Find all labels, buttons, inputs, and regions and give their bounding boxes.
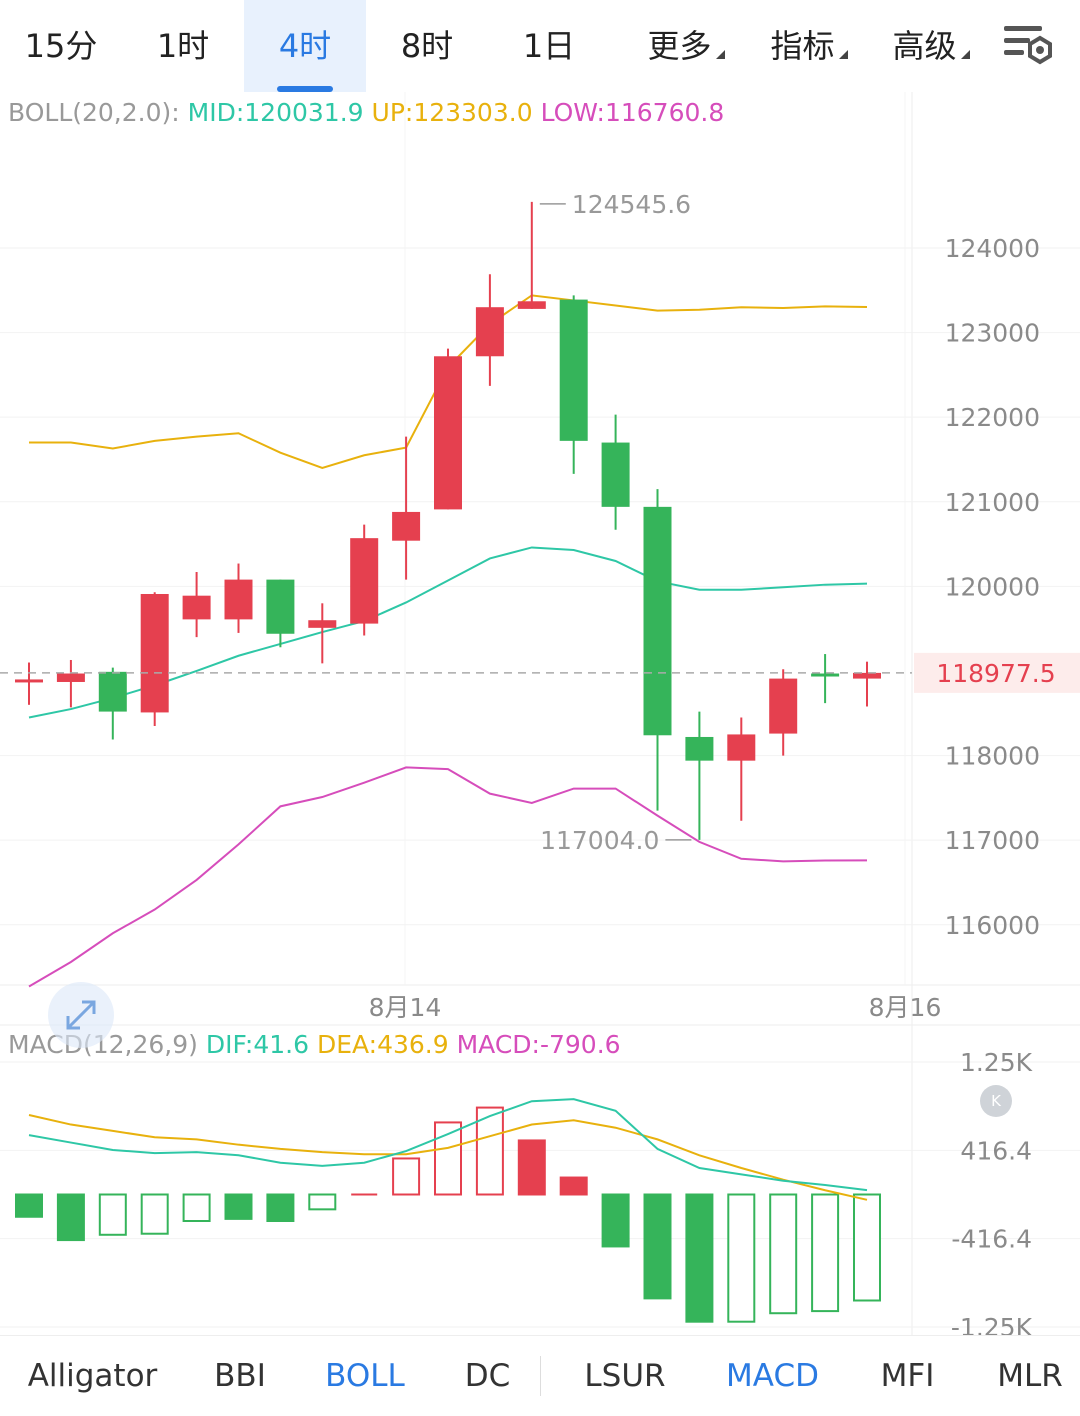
macd-bar — [266, 1193, 295, 1222]
macd-bar — [727, 1193, 756, 1323]
boll-mid: MID:120031.9 — [187, 98, 364, 127]
chart-area[interactable]: 124000 123000 122000 121000 120000 118000 1170… — [0, 92, 1080, 1342]
boll-name: BOLL(20,2.0): — [8, 98, 180, 127]
candle-body — [853, 672, 881, 679]
macd-dif: DIF:41.6 — [205, 1030, 309, 1059]
macd-tick-label: -416.4 — [951, 1225, 1032, 1254]
indicator-mfi[interactable]: MFI — [880, 1358, 935, 1394]
candle-body — [727, 734, 756, 761]
candle-body — [350, 538, 379, 624]
macd-bar — [392, 1157, 421, 1196]
price-chart[interactable]: 124000 123000 122000 121000 120000 118000 1170… — [0, 92, 1080, 1342]
expand-button[interactable] — [48, 982, 114, 1048]
indicator-separator — [540, 1356, 541, 1396]
tab-1d[interactable]: 1日 — [522, 27, 576, 65]
date-tick-label: 8月14 — [369, 993, 442, 1022]
macd-bar — [224, 1193, 253, 1220]
candle-body — [601, 442, 630, 507]
macd-dif-line — [28, 1098, 868, 1192]
chart-settings-icon — [1004, 26, 1052, 65]
timeframe-bar: 15分 1时 4时 8时 1日 更多 指标 高级 — [0, 0, 1080, 92]
chart-settings-button[interactable] — [1000, 20, 1056, 70]
macd-bar — [685, 1193, 714, 1323]
tab-15m[interactable]: 15分 — [24, 27, 98, 65]
candle-body — [434, 356, 462, 510]
price-tick-label: 118000 — [945, 742, 1040, 771]
boll-up: UP:123303.0 — [371, 98, 533, 127]
boll-low: LOW:116760.8 — [540, 98, 725, 127]
candle-body — [475, 307, 504, 357]
macd-bar — [98, 1193, 127, 1236]
candle-body — [685, 736, 714, 761]
indicator-mlr[interactable]: MLR — [997, 1358, 1063, 1394]
macd-bar — [56, 1193, 85, 1242]
macd-tick-label: 1.25K — [960, 1048, 1033, 1077]
candle-body — [559, 299, 588, 441]
indicator-bbi[interactable]: BBI — [214, 1358, 266, 1394]
expand-arrows-icon — [66, 1000, 96, 1030]
candle-body — [769, 678, 798, 734]
tab-1h[interactable]: 1时 — [156, 27, 210, 65]
tab-4h[interactable]: 4时 — [244, 0, 366, 92]
price-tick-label: 116000 — [945, 911, 1040, 940]
indicator-lsur[interactable]: LSUR — [584, 1358, 666, 1394]
high-marker-label: 124545.6 — [572, 190, 691, 219]
low-marker-label: 117004.0 — [540, 826, 659, 855]
indicator-boll[interactable]: BOLL — [325, 1358, 405, 1394]
last-price-label: 118977.5 — [936, 659, 1055, 688]
tab-more[interactable]: 更多 — [625, 0, 747, 92]
candle-body — [266, 579, 295, 634]
candle-body — [811, 673, 840, 677]
macd-tick-label: -1.25K — [951, 1313, 1033, 1335]
candle-body — [182, 595, 211, 620]
macd-value: MACD:-790.6 — [456, 1030, 621, 1059]
macd-bar — [475, 1106, 504, 1196]
dropdown-corner-icon — [838, 50, 848, 59]
macd-bar — [140, 1193, 169, 1235]
price-tick-label: 122000 — [945, 403, 1040, 432]
macd-bar — [308, 1193, 337, 1211]
indicator-macd[interactable]: MACD — [726, 1358, 819, 1394]
dropdown-corner-icon — [715, 50, 725, 59]
macd-bar — [769, 1193, 798, 1315]
macd-bar — [853, 1193, 881, 1302]
macd-bar — [643, 1193, 672, 1300]
macd-bar — [559, 1176, 588, 1196]
macd-bar — [182, 1193, 211, 1222]
price-tick-label: 120000 — [945, 572, 1040, 601]
candle-body — [15, 679, 43, 683]
macd-bar — [811, 1193, 840, 1313]
boll-legend: BOLL(20,2.0): MID:120031.9 UP:123303.0 L… — [8, 98, 724, 127]
price-tick-label: 124000 — [945, 234, 1040, 263]
candle-body — [308, 620, 337, 628]
macd-tick-label: 416.4 — [960, 1136, 1032, 1165]
price-tick-label: 117000 — [945, 826, 1040, 855]
k-line-button[interactable]: K — [980, 1085, 1012, 1117]
price-tick-label: 123000 — [945, 319, 1040, 348]
price-tick-label: 121000 — [945, 488, 1040, 517]
boll-lower-line — [28, 766, 868, 988]
tab-indicators[interactable]: 指标 — [748, 0, 870, 92]
macd-bar — [517, 1139, 546, 1196]
candle-body — [224, 579, 253, 620]
indicator-bar: Alligator BBI BOLL DC LSUR MACD MFI MLR — [0, 1335, 1080, 1416]
candle-body — [643, 506, 672, 736]
candle-body — [392, 511, 421, 541]
macd-dea: DEA:436.9 — [316, 1030, 449, 1059]
macd-bar — [15, 1193, 43, 1218]
last-price-badge — [914, 652, 1080, 693]
indicator-dc[interactable]: DC — [464, 1358, 511, 1394]
macd-bar — [601, 1193, 630, 1248]
tab-advanced[interactable]: 高级 — [870, 0, 992, 92]
macd-dea-line — [28, 1114, 868, 1201]
candle-body — [517, 301, 546, 309]
candle-body — [140, 593, 169, 713]
date-tick-label: 8月16 — [869, 993, 942, 1022]
dropdown-corner-icon — [960, 50, 970, 59]
candle-body — [56, 673, 85, 682]
candle-body — [98, 671, 127, 712]
tab-8h[interactable]: 8时 — [400, 27, 454, 65]
indicator-alligator[interactable]: Alligator — [27, 1358, 158, 1394]
